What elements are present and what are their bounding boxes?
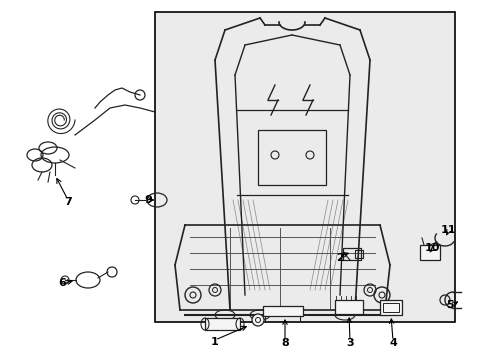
Text: 9: 9: [144, 195, 152, 205]
Bar: [342, 248, 360, 260]
Text: 2: 2: [335, 253, 343, 263]
Circle shape: [251, 314, 264, 326]
Bar: [204, 318, 240, 330]
Bar: [258, 130, 325, 185]
Bar: [263, 306, 303, 316]
Bar: [379, 300, 401, 315]
Bar: [382, 303, 398, 312]
Text: 5: 5: [445, 300, 453, 310]
Bar: [419, 245, 439, 260]
Text: 7: 7: [64, 197, 72, 207]
Text: 8: 8: [281, 338, 288, 348]
Text: 4: 4: [388, 338, 396, 348]
Text: 3: 3: [346, 338, 353, 348]
Bar: [334, 300, 362, 314]
Bar: [354, 250, 362, 258]
Text: 11: 11: [439, 225, 455, 235]
Bar: [155, 12, 454, 322]
Text: 1: 1: [211, 337, 219, 347]
Text: 6: 6: [58, 278, 66, 288]
Text: 10: 10: [424, 243, 439, 253]
